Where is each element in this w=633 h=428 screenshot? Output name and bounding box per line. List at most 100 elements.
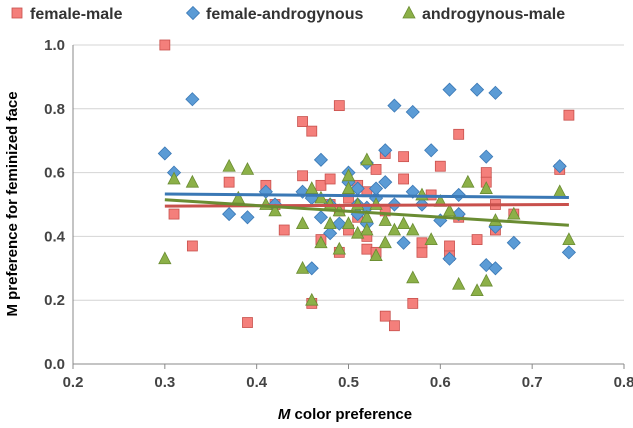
androgynous-male-point bbox=[479, 273, 493, 287]
androgynous-male-point bbox=[378, 213, 392, 226]
female-male-point bbox=[398, 173, 410, 185]
androgynous-male-point bbox=[167, 171, 181, 185]
androgynous-male-point bbox=[295, 260, 310, 274]
y-tick-label: 0.6 bbox=[44, 165, 65, 182]
legend-item-female-androgynous: female-androgynous bbox=[185, 5, 363, 23]
female-male-point bbox=[324, 173, 336, 185]
androgynous-male-point bbox=[479, 181, 493, 194]
female-androgynous-point bbox=[424, 143, 439, 158]
y-tick-label: 0.8 bbox=[44, 101, 65, 118]
x-tick-label: 0.3 bbox=[154, 374, 175, 391]
legend-marker-female-androgynous bbox=[185, 5, 201, 21]
female-androgynous-point bbox=[561, 245, 576, 260]
legend-marker-androgynous-male bbox=[402, 5, 416, 19]
legend: female-male female-androgynous androgynous… bbox=[11, 5, 565, 23]
androgynous-male-point bbox=[470, 283, 484, 297]
androgynous-male-point bbox=[185, 174, 200, 188]
androgynous-male-point bbox=[295, 216, 310, 230]
female-male-point bbox=[416, 237, 428, 249]
androgynous-male-point bbox=[360, 209, 374, 223]
y-tick-label: 1.0 bbox=[44, 37, 65, 54]
female-androgynous-point bbox=[552, 159, 567, 174]
x-tick-label: 0.6 bbox=[430, 374, 451, 391]
legend-label: female-male bbox=[30, 6, 123, 23]
female-androgynous-point bbox=[470, 82, 485, 97]
series-androgynous-male bbox=[158, 152, 576, 306]
female-androgynous-point bbox=[442, 251, 457, 266]
androgynous-male-point bbox=[305, 181, 319, 194]
androgynous-male-point bbox=[314, 190, 328, 204]
female-male-point bbox=[315, 179, 327, 191]
female-androgynous-point bbox=[304, 261, 319, 276]
androgynous-male-point bbox=[360, 222, 374, 236]
androgynous-male-point bbox=[323, 216, 337, 230]
female-androgynous-point bbox=[313, 152, 329, 167]
female-male-point bbox=[389, 320, 400, 332]
female-male-point bbox=[297, 116, 308, 127]
androgynous-male-point bbox=[424, 232, 438, 245]
female-androgynous-point bbox=[240, 210, 255, 225]
y-tick-label: 0.0 bbox=[44, 356, 65, 373]
female-androgynous-point bbox=[451, 187, 466, 202]
x-tick-label: 0.7 bbox=[522, 374, 543, 391]
androgynous-male-point bbox=[240, 162, 255, 175]
androgynous-male-point bbox=[305, 292, 319, 306]
androgynous-male-point bbox=[360, 152, 374, 166]
legend-item-androgynous-male: androgynous-male bbox=[402, 5, 565, 23]
androgynous-male-point bbox=[396, 216, 411, 230]
androgynous-male-point bbox=[378, 235, 392, 249]
female-androgynous-point bbox=[313, 210, 329, 225]
female-androgynous-trend-line bbox=[164, 192, 569, 199]
female-androgynous-point bbox=[157, 146, 172, 161]
female-male-point bbox=[361, 243, 373, 255]
androgynous-male-point bbox=[314, 235, 328, 249]
female-male-point bbox=[407, 297, 419, 309]
female-androgynous-point bbox=[323, 226, 338, 241]
androgynous-male-point bbox=[387, 222, 402, 236]
x-tick-label: 0.2 bbox=[63, 374, 84, 391]
androgynous-male-point bbox=[341, 216, 356, 230]
female-androgynous-point bbox=[378, 175, 393, 190]
female-androgynous-point bbox=[479, 149, 494, 164]
female-androgynous-point bbox=[222, 207, 237, 222]
tick-labels: 0.00.20.40.60.81.00.2 0.3 0.4 0.5 0.6 0.7 0.8 bbox=[44, 37, 633, 391]
female-male-point bbox=[444, 240, 455, 252]
female-androgynous-point bbox=[506, 235, 521, 250]
female-androgynous-point bbox=[488, 261, 503, 276]
female-androgynous-point bbox=[378, 143, 393, 158]
androgynous-male-point bbox=[562, 232, 576, 245]
female-male-point bbox=[168, 208, 180, 220]
female-male-point bbox=[223, 176, 235, 188]
female-androgynous-point bbox=[387, 98, 402, 113]
y-tick-label: 0.4 bbox=[44, 228, 66, 245]
female-androgynous-point bbox=[332, 216, 347, 231]
androgynous-male-point bbox=[452, 276, 466, 290]
androgynous-male-point bbox=[406, 270, 420, 284]
x-axis-label-text: color preference bbox=[290, 406, 412, 423]
x-tick-label: 0.8 bbox=[614, 374, 633, 391]
female-androgynous-point bbox=[396, 235, 411, 250]
female-male-point bbox=[416, 246, 428, 258]
androgynous-male-point bbox=[222, 158, 236, 172]
female-male-trend-line bbox=[164, 203, 569, 208]
androgynous-male-point bbox=[158, 251, 172, 265]
androgynous-male-point bbox=[553, 184, 567, 198]
androgynous-male-point bbox=[268, 203, 282, 217]
female-male-point bbox=[159, 39, 171, 51]
gridlines bbox=[72, 44, 625, 369]
female-male-point bbox=[480, 167, 492, 179]
androgynous-male-point bbox=[461, 174, 475, 188]
legend-label: androgynous-male bbox=[422, 6, 565, 23]
female-male-point bbox=[306, 125, 318, 137]
y-tick-label: 0.2 bbox=[44, 292, 65, 309]
androgynous-male-trend-line bbox=[164, 198, 569, 227]
female-male-point bbox=[297, 170, 308, 182]
x-axis-label-italic: M bbox=[278, 406, 291, 423]
androgynous-male-point bbox=[369, 248, 383, 261]
androgynous-male-point bbox=[442, 203, 457, 217]
female-male-point bbox=[453, 128, 465, 140]
female-male-point bbox=[278, 224, 290, 236]
female-androgynous-point bbox=[442, 82, 457, 97]
female-male-point bbox=[471, 234, 483, 245]
